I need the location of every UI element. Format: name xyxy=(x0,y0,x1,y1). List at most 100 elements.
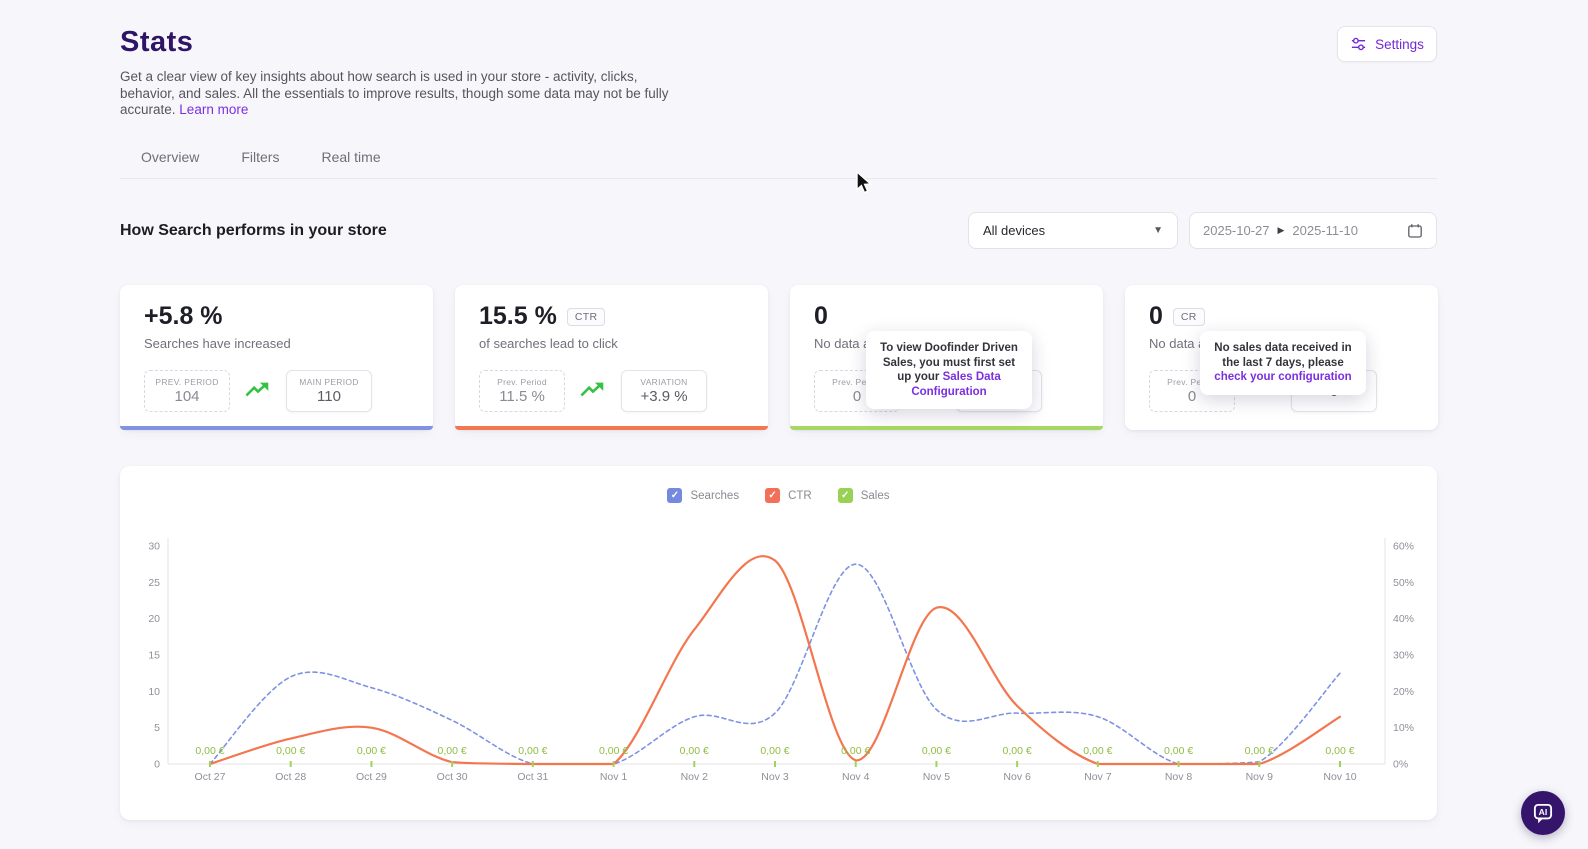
prev-period-box: Prev. Period 11.5 % xyxy=(479,370,565,412)
main-period-box: MAIN PERIOD 110 xyxy=(286,370,372,412)
stat-value: 15.5 % xyxy=(479,302,557,330)
svg-text:Nov 6: Nov 6 xyxy=(1003,771,1031,783)
prev-period-value: 0 xyxy=(1187,388,1197,405)
svg-text:0,00 €: 0,00 € xyxy=(276,745,305,757)
svg-text:0,00 €: 0,00 € xyxy=(922,745,951,757)
chevron-down-icon: ▼ xyxy=(1153,225,1163,236)
tab-real-time[interactable]: Real time xyxy=(321,149,381,165)
svg-text:0,00 €: 0,00 € xyxy=(599,745,628,757)
check-configuration-link[interactable]: check your configuration xyxy=(1214,371,1352,383)
svg-text:20: 20 xyxy=(148,613,160,625)
settings-label: Settings xyxy=(1375,36,1424,52)
prev-period-label: Prev. Period xyxy=(497,377,547,387)
svg-text:30: 30 xyxy=(148,541,160,553)
svg-text:0: 0 xyxy=(154,759,160,771)
stat-subtitle: Searches have increased xyxy=(144,336,291,351)
svg-text:40%: 40% xyxy=(1393,613,1414,625)
device-filter-value: All devices xyxy=(983,223,1046,238)
performance-chart: 0 5 10 15 20 25 30 0% 10% 20% 30% 40% 50% 60% Oct 27 Oc… xyxy=(148,538,1414,783)
ai-assistant-button[interactable]: AI xyxy=(1521,791,1565,835)
page-title: Stats xyxy=(120,26,194,58)
description-text: Get a clear view of key insights about h… xyxy=(120,69,669,117)
stat-value: 0 xyxy=(1149,302,1163,330)
svg-text:Oct 27: Oct 27 xyxy=(195,771,226,783)
tab-overview[interactable]: Overview xyxy=(141,149,200,165)
page-description: Get a clear view of key insights about h… xyxy=(120,69,676,119)
mouse-cursor xyxy=(853,170,875,200)
tooltip-text: No sales data received in the last 7 day… xyxy=(1214,342,1352,369)
svg-text:Oct 31: Oct 31 xyxy=(517,771,548,783)
svg-text:Oct 28: Oct 28 xyxy=(275,771,306,783)
svg-text:0,00 €: 0,00 € xyxy=(518,745,547,757)
learn-more-link[interactable]: Learn more xyxy=(179,102,249,117)
variation-value: +3.9 % xyxy=(640,388,688,405)
date-end: 2025-11-10 xyxy=(1292,223,1358,238)
svg-text:0,00 €: 0,00 € xyxy=(1325,745,1354,757)
ctr-checkbox[interactable]: ✓ xyxy=(765,488,781,503)
svg-text:0,00 €: 0,00 € xyxy=(1003,745,1032,757)
variation-box: VARIATION +3.9 % xyxy=(621,370,707,412)
legend-item-ctr[interactable]: ✓ CTR xyxy=(765,488,812,503)
tab-bar: Overview Filters Real time xyxy=(120,146,402,178)
svg-text:0,00 €: 0,00 € xyxy=(1245,745,1274,757)
stat-badge: CTR xyxy=(566,307,606,326)
ai-chat-bubble-icon: AI xyxy=(1530,800,1556,826)
variation-label: VARIATION xyxy=(640,377,688,387)
stat-card-ctr: 15.5 % CTR of searches lead to click Pre… xyxy=(455,285,768,430)
svg-text:15: 15 xyxy=(148,650,160,662)
searches-checkbox[interactable]: ✓ xyxy=(667,488,683,503)
section-title: How Search performs in your store xyxy=(120,222,387,239)
stat-badge: CR xyxy=(1172,307,1205,326)
calendar-icon xyxy=(1407,223,1423,239)
svg-text:AI: AI xyxy=(1539,807,1548,817)
svg-text:50%: 50% xyxy=(1393,577,1414,589)
svg-text:Nov 2: Nov 2 xyxy=(681,771,709,783)
svg-text:0%: 0% xyxy=(1393,759,1408,771)
svg-text:Nov 9: Nov 9 xyxy=(1246,771,1274,783)
sliders-icon xyxy=(1350,36,1367,52)
card-accent-bar xyxy=(790,426,1103,430)
svg-text:10%: 10% xyxy=(1393,722,1414,734)
no-sales-data-tooltip: No sales data received in the last 7 day… xyxy=(1200,331,1366,395)
prev-period-value: 104 xyxy=(174,388,200,405)
prev-period-label: Prev. Period xyxy=(832,377,882,387)
prev-period-label: PREV. PERIOD xyxy=(155,377,219,387)
svg-text:0,00 €: 0,00 € xyxy=(195,745,224,757)
svg-text:Nov 1: Nov 1 xyxy=(600,771,628,783)
main-period-label: MAIN PERIOD xyxy=(299,377,359,387)
svg-text:20%: 20% xyxy=(1393,686,1414,698)
tooltip-text: To view Doofinder Driven Sales, you must… xyxy=(880,342,1018,383)
tab-filters[interactable]: Filters xyxy=(241,149,280,165)
date-arrow-icon: ▶ xyxy=(1277,225,1285,235)
sales-checkbox[interactable]: ✓ xyxy=(837,488,853,503)
tabs-divider xyxy=(120,178,1437,179)
svg-text:Nov 5: Nov 5 xyxy=(923,771,951,783)
svg-text:Nov 4: Nov 4 xyxy=(842,771,870,783)
svg-text:0,00 €: 0,00 € xyxy=(438,745,467,757)
performance-chart-card: ✓ Searches ✓ CTR ✓ Sales 0 5 10 15 20 25 30 0% 1… xyxy=(120,466,1437,820)
svg-text:30%: 30% xyxy=(1393,650,1414,662)
date-range-picker[interactable]: 2025-10-27 ▶ 2025-11-10 xyxy=(1189,212,1437,249)
card-accent-bar xyxy=(455,426,768,430)
chart-legend: ✓ Searches ✓ CTR ✓ Sales xyxy=(120,488,1437,503)
svg-text:Nov 8: Nov 8 xyxy=(1165,771,1193,783)
date-start: 2025-10-27 xyxy=(1203,223,1270,238)
legend-item-searches[interactable]: ✓ Searches xyxy=(667,488,739,503)
legend-label: Sales xyxy=(860,489,890,502)
prev-period-label: Prev. Period xyxy=(1167,377,1217,387)
prev-period-box: PREV. PERIOD 104 xyxy=(144,370,230,412)
svg-text:0,00 €: 0,00 € xyxy=(760,745,789,757)
card-accent-bar xyxy=(120,426,433,430)
svg-text:25: 25 xyxy=(148,577,160,589)
device-filter-select[interactable]: All devices ▼ xyxy=(968,212,1178,249)
svg-text:Nov 7: Nov 7 xyxy=(1084,771,1112,783)
main-period-value: 110 xyxy=(317,388,341,405)
legend-item-sales[interactable]: ✓ Sales xyxy=(837,488,890,503)
settings-button[interactable]: Settings xyxy=(1337,26,1437,62)
stat-subtitle: of searches lead to click xyxy=(479,336,618,351)
svg-text:0,00 €: 0,00 € xyxy=(680,745,709,757)
trend-up-icon xyxy=(245,380,271,403)
sales-setup-tooltip: To view Doofinder Driven Sales, you must… xyxy=(866,331,1032,409)
sales-data-configuration-link[interactable]: Sales Data Configuration xyxy=(911,371,1001,398)
